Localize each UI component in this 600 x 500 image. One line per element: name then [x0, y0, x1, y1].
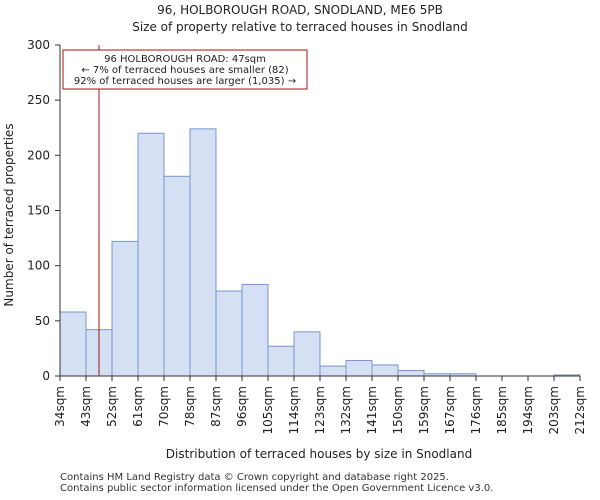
y-tick-label-250: 250 — [27, 93, 50, 107]
y-tick-label-100: 100 — [27, 259, 50, 273]
x-tick-label-61sqm: 61sqm — [131, 386, 145, 427]
y-axis: 0 50 100 150 200 250 300 — [27, 38, 61, 383]
x-tick-label-78sqm: 78sqm — [183, 386, 197, 427]
x-tick-label-105sqm: 105sqm — [261, 386, 275, 434]
x-tick-label-87sqm: 87sqm — [209, 386, 223, 427]
y-tick-label-200: 200 — [27, 148, 50, 162]
x-axis: 34sqm 43sqm 52sqm 61sqm 70sqm 78sqm 87sqm 96sqm… — [53, 375, 587, 434]
x-tick-label-43sqm: 43sqm — [79, 386, 93, 427]
bar-105sqm — [267, 345, 295, 377]
chart-title-line1: 96, HOLBOROUGH ROAD, SNODLAND, ME6 5PB — [157, 3, 443, 17]
x-tick-label-150sqm: 150sqm — [391, 386, 405, 434]
x-tick-label-159sqm: 159sqm — [417, 386, 431, 434]
bars-group — [59, 128, 581, 377]
bar-52sqm — [111, 240, 139, 377]
bar-123sqm — [319, 365, 347, 377]
x-tick-label-123sqm: 123sqm — [313, 386, 327, 434]
x-tick-label-167sqm: 167sqm — [443, 386, 457, 434]
bar-70sqm — [163, 175, 191, 377]
y-axis-label: Number of terraced properties — [2, 123, 16, 306]
y-tick-label-0: 0 — [42, 369, 50, 383]
annotation-box: 96 HOLBOROUGH ROAD: 47sqm ← 7% of terrac… — [62, 49, 308, 90]
x-tick-label-203sqm: 203sqm — [547, 386, 561, 434]
x-axis-label: Distribution of terraced houses by size … — [166, 447, 472, 461]
annotation-line3: 92% of terraced houses are larger (1,035… — [74, 76, 296, 87]
x-tick-label-34sqm: 34sqm — [53, 386, 67, 427]
x-tick-label-212sqm: 212sqm — [573, 386, 587, 434]
x-tick-label-96sqm: 96sqm — [235, 386, 249, 427]
bar-150sqm — [397, 369, 425, 377]
annotation-line1: 96 HOLBOROUGH ROAD: 47sqm — [104, 54, 266, 65]
footer: Contains HM Land Registry data © Crown c… — [60, 472, 493, 494]
bar-96sqm — [241, 283, 269, 377]
x-tick-label-185sqm: 185sqm — [495, 386, 509, 434]
annotation-line2: ← 7% of terraced houses are smaller (82) — [81, 65, 288, 76]
x-tick-label-52sqm: 52sqm — [105, 386, 119, 427]
bar-78sqm — [189, 128, 217, 377]
bar-87sqm — [215, 290, 243, 377]
footer-line2: Contains public sector information licen… — [60, 483, 494, 494]
bar-132sqm — [345, 360, 373, 377]
y-tick-label-50: 50 — [35, 314, 50, 328]
bar-114sqm — [293, 331, 321, 377]
x-tick-label-141sqm: 141sqm — [365, 386, 379, 434]
x-tick-label-194sqm: 194sqm — [521, 386, 535, 434]
x-tick-label-70sqm: 70sqm — [157, 386, 171, 427]
bar-34sqm — [59, 311, 87, 377]
bar-61sqm — [137, 132, 165, 377]
x-tick-label-114sqm: 114sqm — [287, 386, 301, 434]
footer-line1: Contains HM Land Registry data © Crown c… — [60, 472, 449, 483]
bar-141sqm — [371, 364, 399, 377]
y-tick-label-150: 150 — [27, 204, 50, 218]
x-tick-label-176sqm: 176sqm — [469, 386, 483, 434]
y-tick-label-300: 300 — [27, 38, 50, 52]
chart-title-line2: Size of property relative to terraced ho… — [132, 20, 468, 34]
x-tick-label-132sqm: 132sqm — [339, 386, 353, 434]
